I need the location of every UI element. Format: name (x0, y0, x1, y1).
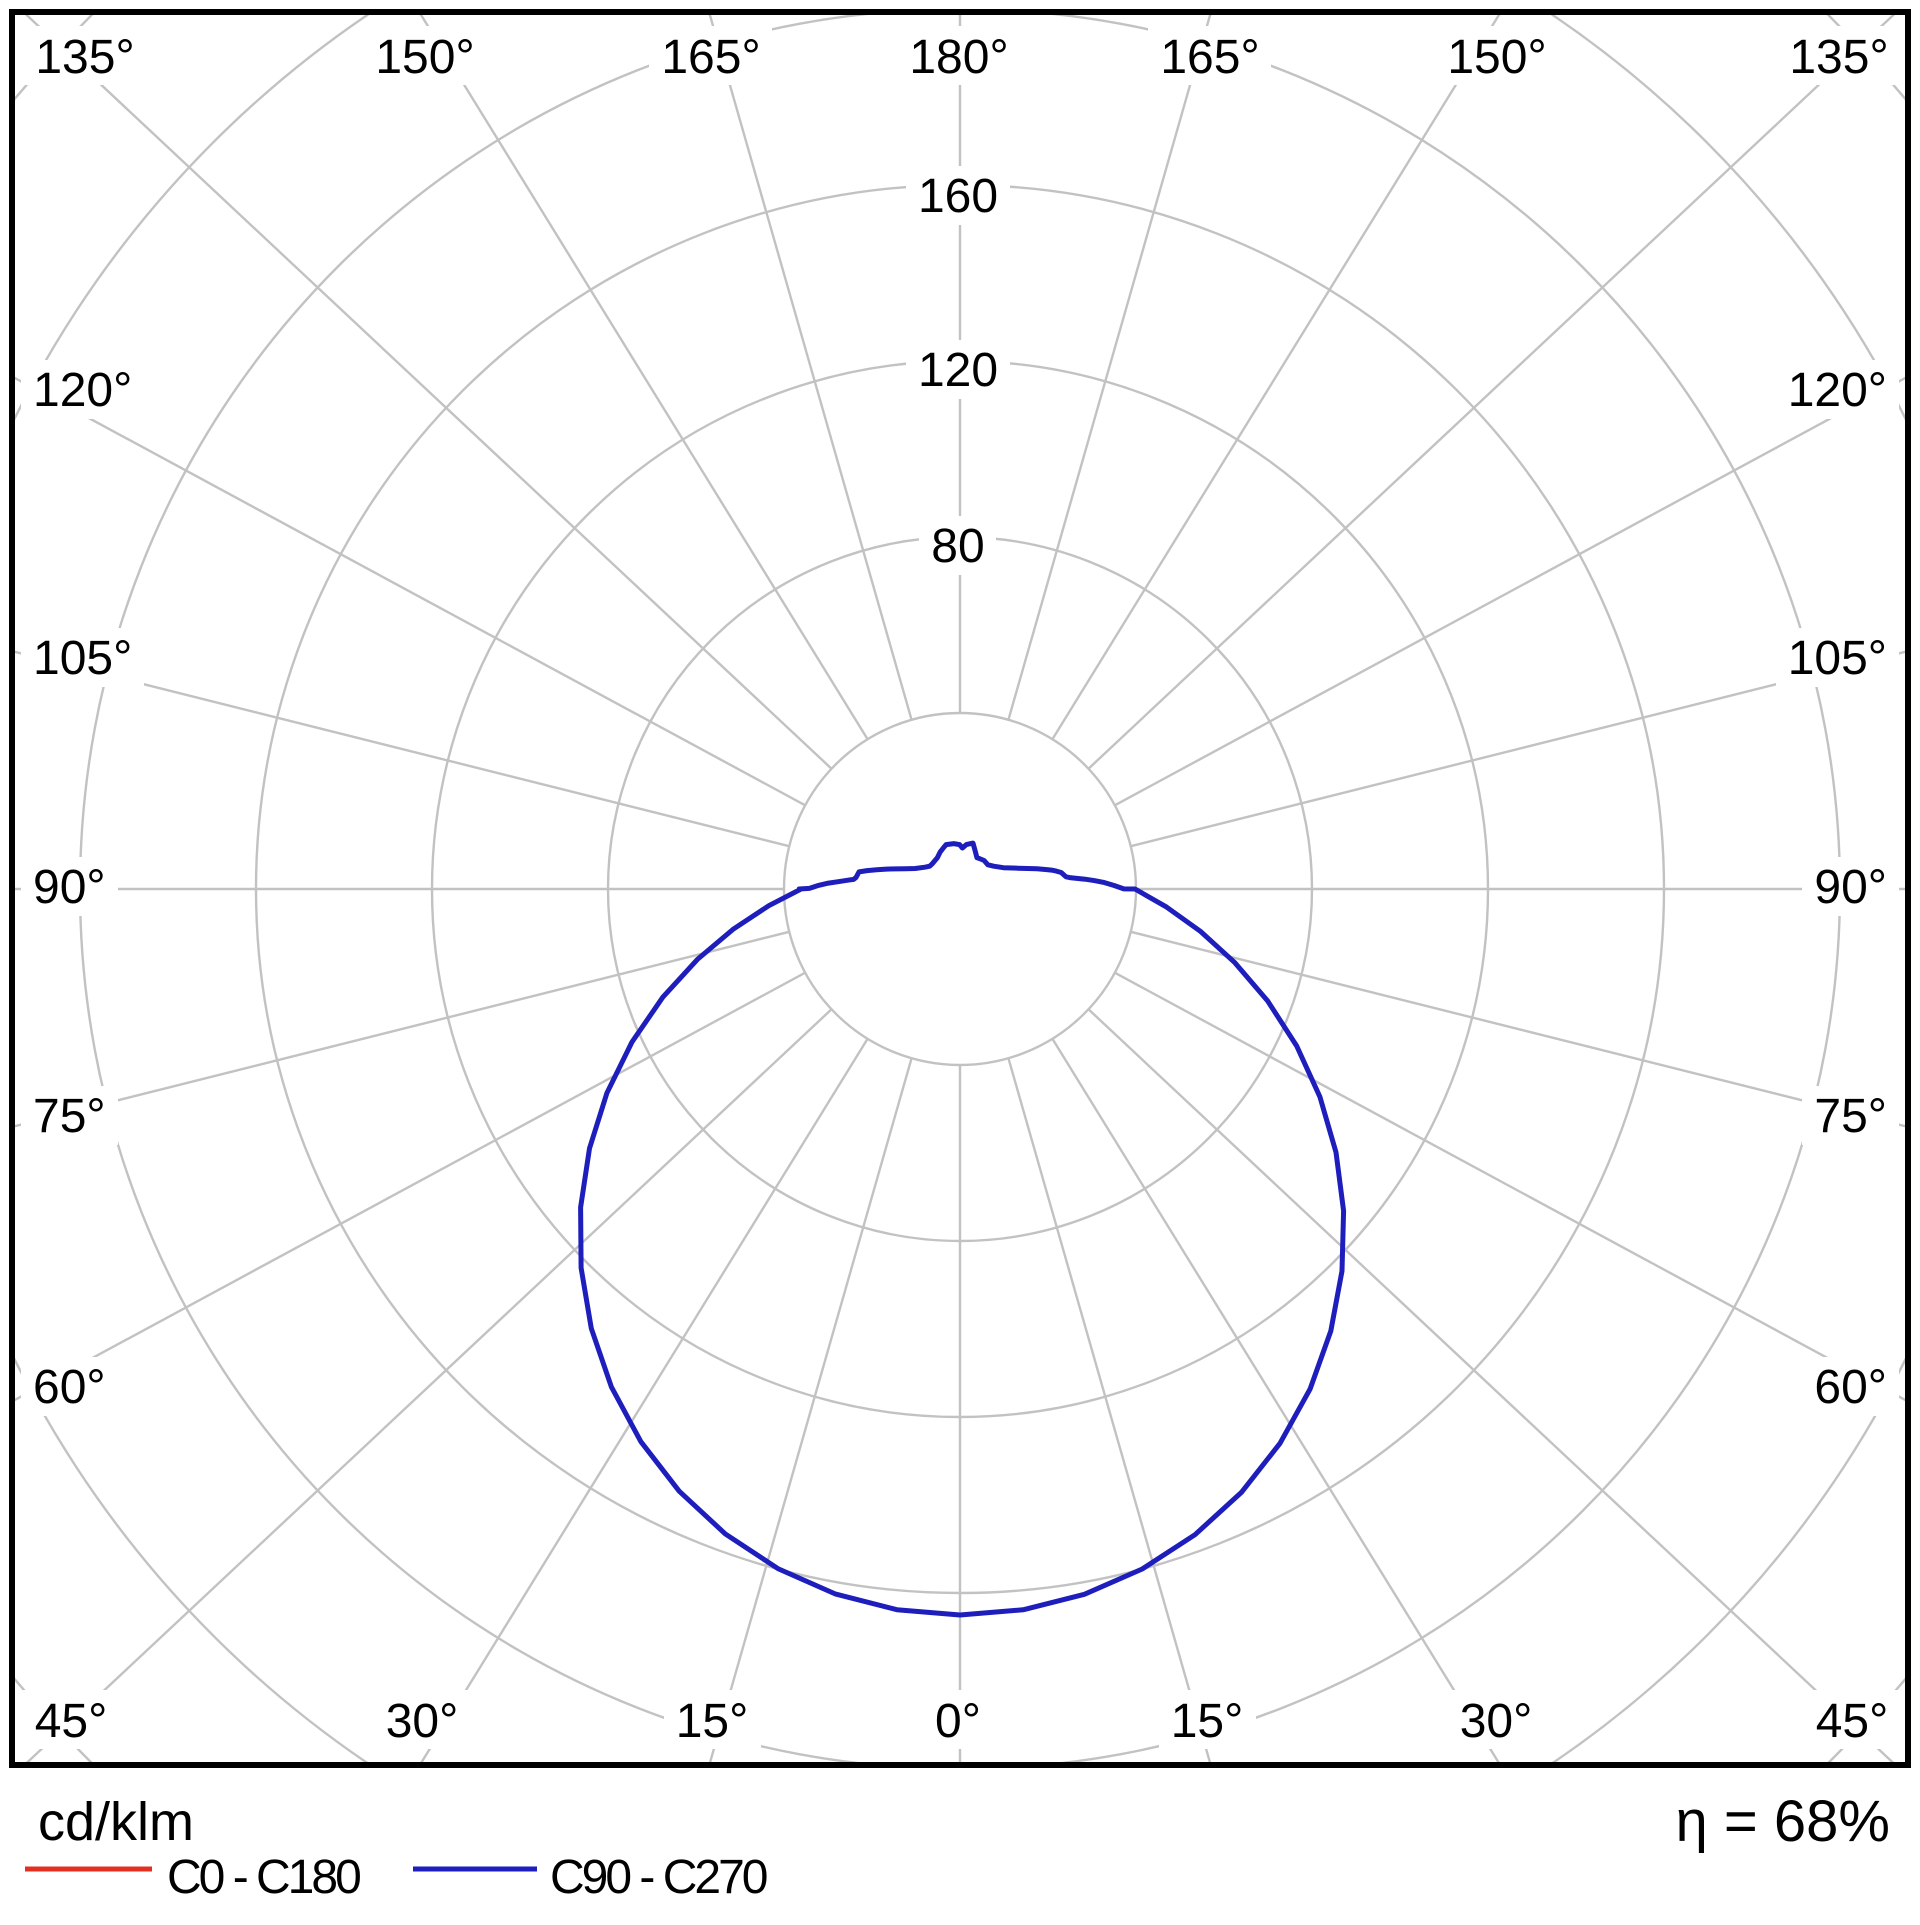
svg-text:150°: 150° (1447, 31, 1546, 84)
svg-text:75°: 75° (33, 1090, 106, 1143)
svg-text:η = 68%: η = 68% (1676, 1789, 1890, 1854)
svg-text:30°: 30° (386, 1695, 459, 1748)
svg-text:90°: 90° (1814, 861, 1887, 914)
svg-text:135°: 135° (1789, 31, 1888, 84)
svg-text:150°: 150° (375, 31, 474, 84)
svg-text:60°: 60° (33, 1361, 106, 1414)
svg-text:180°: 180° (909, 31, 1008, 84)
svg-text:80: 80 (931, 520, 984, 573)
svg-text:cd/klm: cd/klm (38, 1792, 194, 1852)
svg-text:160: 160 (918, 170, 998, 223)
svg-text:C0 - C180: C0 - C180 (167, 1851, 360, 1904)
svg-text:60°: 60° (1814, 1361, 1887, 1414)
svg-text:15°: 15° (1171, 1695, 1244, 1748)
svg-text:15°: 15° (676, 1695, 749, 1748)
svg-text:120: 120 (918, 344, 998, 397)
svg-text:45°: 45° (35, 1695, 108, 1748)
svg-text:120°: 120° (33, 364, 132, 417)
svg-text:120°: 120° (1788, 364, 1887, 417)
svg-text:105°: 105° (1788, 632, 1887, 685)
svg-text:165°: 165° (1160, 31, 1259, 84)
svg-text:C90 - C270: C90 - C270 (550, 1851, 767, 1904)
svg-text:0°: 0° (935, 1695, 981, 1748)
svg-text:105°: 105° (33, 632, 132, 685)
svg-text:45°: 45° (1816, 1695, 1889, 1748)
svg-text:30°: 30° (1460, 1695, 1533, 1748)
svg-text:90°: 90° (33, 861, 106, 914)
svg-text:165°: 165° (661, 31, 760, 84)
svg-text:135°: 135° (35, 31, 134, 84)
svg-text:75°: 75° (1814, 1090, 1887, 1143)
